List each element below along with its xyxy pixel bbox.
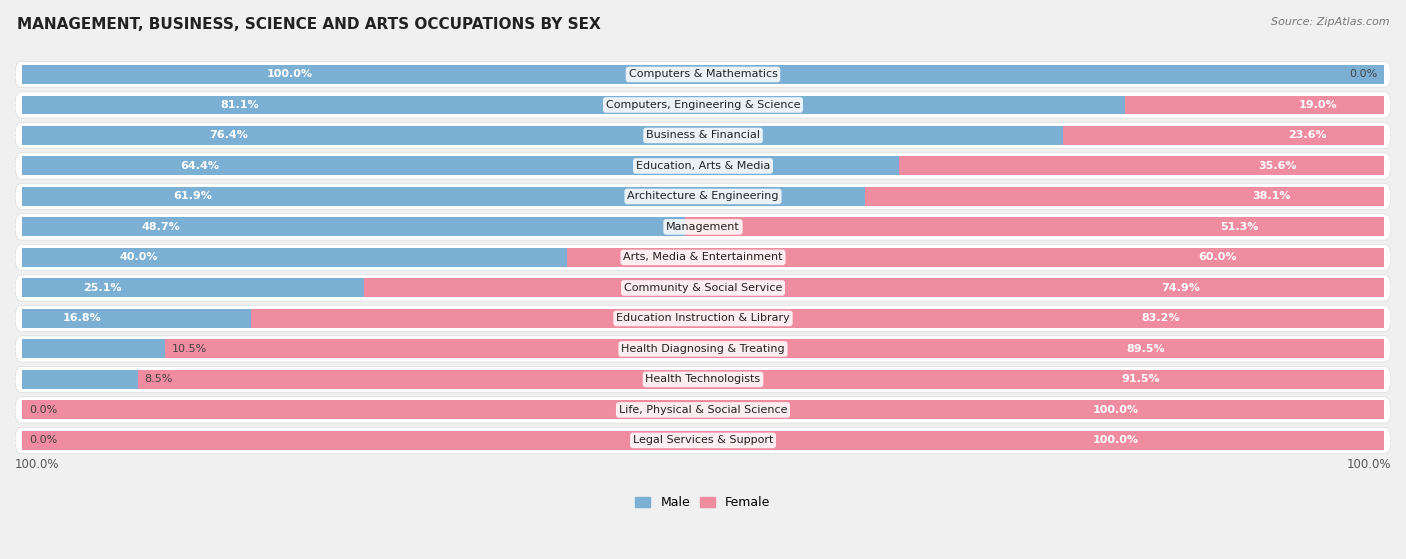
Text: Source: ZipAtlas.com: Source: ZipAtlas.com <box>1271 17 1389 27</box>
Text: Health Technologists: Health Technologists <box>645 375 761 385</box>
FancyBboxPatch shape <box>22 187 865 206</box>
Text: 10.5%: 10.5% <box>172 344 207 354</box>
FancyBboxPatch shape <box>22 126 1063 145</box>
FancyBboxPatch shape <box>22 431 1384 450</box>
Text: 100.0%: 100.0% <box>1092 435 1139 446</box>
Text: 35.6%: 35.6% <box>1258 161 1296 171</box>
Text: 83.2%: 83.2% <box>1142 314 1180 324</box>
FancyBboxPatch shape <box>15 305 1391 331</box>
FancyBboxPatch shape <box>15 336 1391 362</box>
FancyBboxPatch shape <box>15 153 1391 179</box>
Text: 25.1%: 25.1% <box>83 283 122 293</box>
FancyBboxPatch shape <box>15 397 1391 423</box>
Text: 23.6%: 23.6% <box>1288 130 1326 140</box>
Text: Computers, Engineering & Science: Computers, Engineering & Science <box>606 100 800 110</box>
Text: 76.4%: 76.4% <box>209 130 247 140</box>
Text: 19.0%: 19.0% <box>1299 100 1337 110</box>
Text: 8.5%: 8.5% <box>145 375 173 385</box>
Text: 16.8%: 16.8% <box>63 314 101 324</box>
FancyBboxPatch shape <box>865 187 1384 206</box>
Text: 0.0%: 0.0% <box>28 405 58 415</box>
Text: 38.1%: 38.1% <box>1253 191 1291 201</box>
Text: 48.7%: 48.7% <box>141 222 180 232</box>
FancyBboxPatch shape <box>15 427 1391 453</box>
Text: 91.5%: 91.5% <box>1121 375 1160 385</box>
FancyBboxPatch shape <box>1063 126 1384 145</box>
Text: MANAGEMENT, BUSINESS, SCIENCE AND ARTS OCCUPATIONS BY SEX: MANAGEMENT, BUSINESS, SCIENCE AND ARTS O… <box>17 17 600 32</box>
FancyBboxPatch shape <box>22 400 1384 419</box>
FancyBboxPatch shape <box>15 244 1391 271</box>
FancyBboxPatch shape <box>15 183 1391 210</box>
FancyBboxPatch shape <box>22 278 364 297</box>
FancyBboxPatch shape <box>1125 96 1384 115</box>
Text: 74.9%: 74.9% <box>1161 283 1201 293</box>
FancyBboxPatch shape <box>15 366 1391 392</box>
FancyBboxPatch shape <box>22 65 1384 84</box>
Text: 100.0%: 100.0% <box>1092 405 1139 415</box>
Text: Community & Social Service: Community & Social Service <box>624 283 782 293</box>
FancyBboxPatch shape <box>15 214 1391 240</box>
Text: 61.9%: 61.9% <box>174 191 212 201</box>
Text: 60.0%: 60.0% <box>1198 253 1237 262</box>
FancyBboxPatch shape <box>900 157 1384 176</box>
Text: Business & Financial: Business & Financial <box>645 130 761 140</box>
FancyBboxPatch shape <box>15 61 1391 88</box>
Text: Life, Physical & Social Science: Life, Physical & Social Science <box>619 405 787 415</box>
FancyBboxPatch shape <box>22 248 567 267</box>
FancyBboxPatch shape <box>15 122 1391 149</box>
Text: 0.0%: 0.0% <box>28 435 58 446</box>
Text: 100.0%: 100.0% <box>1347 458 1391 471</box>
Text: Education, Arts & Media: Education, Arts & Media <box>636 161 770 171</box>
FancyBboxPatch shape <box>22 217 685 236</box>
Text: 100.0%: 100.0% <box>15 458 59 471</box>
Text: Arts, Media & Entertainment: Arts, Media & Entertainment <box>623 253 783 262</box>
FancyBboxPatch shape <box>22 370 138 389</box>
FancyBboxPatch shape <box>15 92 1391 118</box>
FancyBboxPatch shape <box>22 309 250 328</box>
FancyBboxPatch shape <box>567 248 1384 267</box>
FancyBboxPatch shape <box>364 278 1384 297</box>
Text: Management: Management <box>666 222 740 232</box>
FancyBboxPatch shape <box>685 217 1384 236</box>
Legend: Male, Female: Male, Female <box>630 491 776 514</box>
Text: 40.0%: 40.0% <box>120 253 159 262</box>
Text: 81.1%: 81.1% <box>221 100 259 110</box>
FancyBboxPatch shape <box>22 96 1126 115</box>
FancyBboxPatch shape <box>15 275 1391 301</box>
FancyBboxPatch shape <box>22 157 900 176</box>
Text: 64.4%: 64.4% <box>180 161 219 171</box>
FancyBboxPatch shape <box>22 339 165 358</box>
Text: Health Diagnosing & Treating: Health Diagnosing & Treating <box>621 344 785 354</box>
Text: 100.0%: 100.0% <box>267 69 314 79</box>
Text: Education Instruction & Library: Education Instruction & Library <box>616 314 790 324</box>
Text: 51.3%: 51.3% <box>1220 222 1258 232</box>
FancyBboxPatch shape <box>138 370 1384 389</box>
Text: Architecture & Engineering: Architecture & Engineering <box>627 191 779 201</box>
Text: Computers & Mathematics: Computers & Mathematics <box>628 69 778 79</box>
Text: 89.5%: 89.5% <box>1126 344 1164 354</box>
FancyBboxPatch shape <box>250 309 1384 328</box>
FancyBboxPatch shape <box>165 339 1384 358</box>
Text: Legal Services & Support: Legal Services & Support <box>633 435 773 446</box>
Text: 0.0%: 0.0% <box>1348 69 1378 79</box>
